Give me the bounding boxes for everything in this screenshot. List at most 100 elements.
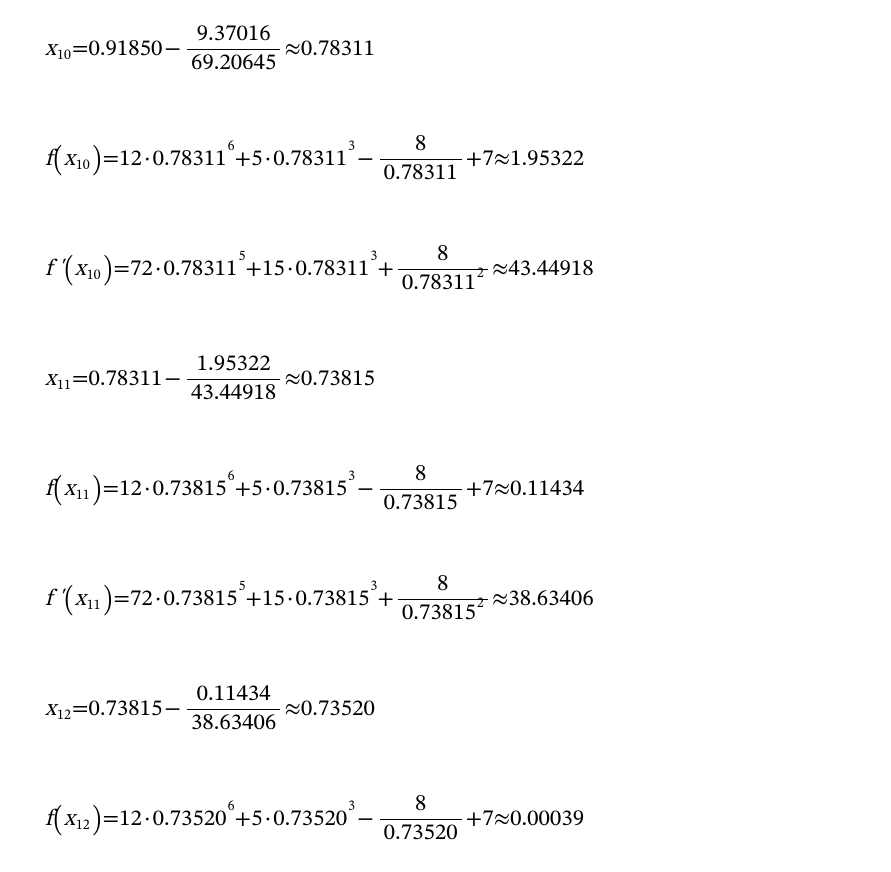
text: 43.44918 xyxy=(508,255,593,284)
text: 0.00039 xyxy=(510,805,584,834)
parenthesis: ) xyxy=(92,470,100,511)
text: 0.73520 xyxy=(301,695,375,724)
text: 0.78311 xyxy=(163,255,237,284)
fraction: 1.95322 43.44918 xyxy=(187,351,280,407)
text: + xyxy=(466,805,483,834)
numerator: 9.37016 xyxy=(193,21,275,49)
text: 0.91850 xyxy=(88,35,162,64)
parenthesis: ) xyxy=(103,250,111,291)
text: 0.73815 xyxy=(295,585,369,614)
text: + xyxy=(245,255,262,284)
text: = xyxy=(103,805,120,834)
text: 0.73815 xyxy=(88,695,162,724)
text: 0.73520 xyxy=(273,805,347,834)
math-document: x10=0.91850−9.3701669.20645≈0.78311f(x10… xyxy=(45,18,891,850)
text: 1.95322 xyxy=(197,353,271,376)
text: 8 xyxy=(415,133,426,156)
text: ≈ xyxy=(494,805,511,834)
text: 5 xyxy=(251,145,262,174)
superscript: 2 xyxy=(477,267,484,281)
parenthesis: ) xyxy=(103,580,111,621)
text: + xyxy=(235,475,252,504)
text: 12 xyxy=(119,145,142,174)
fraction: 80.738152 xyxy=(398,571,488,627)
text: ≈ xyxy=(494,145,511,174)
denominator: 0.738152 xyxy=(398,599,488,628)
text: 0.78311 xyxy=(402,272,476,295)
superscript: 3 xyxy=(348,798,355,816)
text: 0.11434 xyxy=(510,475,584,504)
variable: f xyxy=(45,475,52,504)
text: + xyxy=(235,145,252,174)
text: = xyxy=(113,585,130,614)
denominator: 69.20645 xyxy=(187,49,280,78)
text: 72 xyxy=(130,585,153,614)
variable: f xyxy=(45,145,52,174)
denominator: 0.73520 xyxy=(380,819,462,848)
text: 0.11434 xyxy=(197,683,271,706)
variable: x xyxy=(64,475,75,504)
text: 8 xyxy=(415,793,426,816)
numerator: 8 xyxy=(411,461,430,489)
text: + xyxy=(235,805,252,834)
superscript: 5 xyxy=(238,248,245,266)
text: 0.73520 xyxy=(384,822,458,845)
text: ≈ xyxy=(284,35,301,64)
text: 15 xyxy=(262,585,285,614)
text: 8 xyxy=(437,243,448,266)
text: 0.73815 xyxy=(163,585,237,614)
numerator: 8 xyxy=(411,131,430,159)
superscript: 3 xyxy=(348,468,355,486)
equation-line: f '(x11)=72⋅0.738155+15⋅0.738153+80.7381… xyxy=(45,568,891,630)
parenthesis: ( xyxy=(54,140,62,181)
text: = xyxy=(103,145,120,174)
text: ≈ xyxy=(284,365,301,394)
equation-line: x12=0.73815−0.1143438.63406≈0.73520 xyxy=(45,678,891,740)
text: ≈ xyxy=(494,475,511,504)
superscript: 3 xyxy=(348,138,355,156)
text: 0.78311 xyxy=(295,255,369,284)
denominator: 43.44918 xyxy=(187,379,280,408)
equation-line: f(x12)=12⋅0.735206+5⋅0.735203−80.73520+7… xyxy=(45,788,891,850)
text: 0.73815 xyxy=(273,475,347,504)
text: 12 xyxy=(119,475,142,504)
superscript: 5 xyxy=(238,578,245,596)
numerator: 8 xyxy=(411,791,430,819)
parenthesis: ) xyxy=(92,800,100,841)
text: + xyxy=(377,585,394,614)
subscript: 10 xyxy=(87,267,101,285)
text: 38.63406 xyxy=(508,585,593,614)
text: 7 xyxy=(482,475,493,504)
variable: x xyxy=(75,255,86,284)
parenthesis: ( xyxy=(65,580,73,621)
superscript: 3 xyxy=(370,248,377,266)
variable: x xyxy=(64,805,75,834)
text: 69.20645 xyxy=(191,52,276,75)
fraction: 8 0.783112 xyxy=(398,241,488,297)
denominator: 0.78311 xyxy=(380,159,462,188)
variable: x xyxy=(45,365,56,394)
variable: x xyxy=(45,35,56,64)
variable: x xyxy=(75,585,86,614)
text: + xyxy=(245,585,262,614)
denominator: 38.63406 xyxy=(187,709,280,738)
variable: x xyxy=(45,695,56,724)
text: 0.78311 xyxy=(384,162,458,185)
equation-line: f(x10)=12⋅0.783116+5⋅0.783113−80.78311+7… xyxy=(45,128,891,190)
text: 12 xyxy=(119,805,142,834)
parenthesis: ( xyxy=(54,470,62,511)
text: = xyxy=(103,475,120,504)
text: ≈ xyxy=(492,585,509,614)
parenthesis: ) xyxy=(92,140,100,181)
text: 0.73815 xyxy=(301,365,375,394)
variable: x xyxy=(64,145,75,174)
text: 0.78311 xyxy=(153,145,227,174)
numerator: 1.95322 xyxy=(193,351,275,379)
subscript: 12 xyxy=(76,817,90,835)
text: = xyxy=(72,35,89,64)
numerator: 8 xyxy=(433,571,452,599)
superscript: 2 xyxy=(477,597,484,611)
fraction: 8 0.78311 xyxy=(380,131,462,187)
subscript: 11 xyxy=(76,487,90,505)
denominator: 0.73815 xyxy=(380,489,462,518)
